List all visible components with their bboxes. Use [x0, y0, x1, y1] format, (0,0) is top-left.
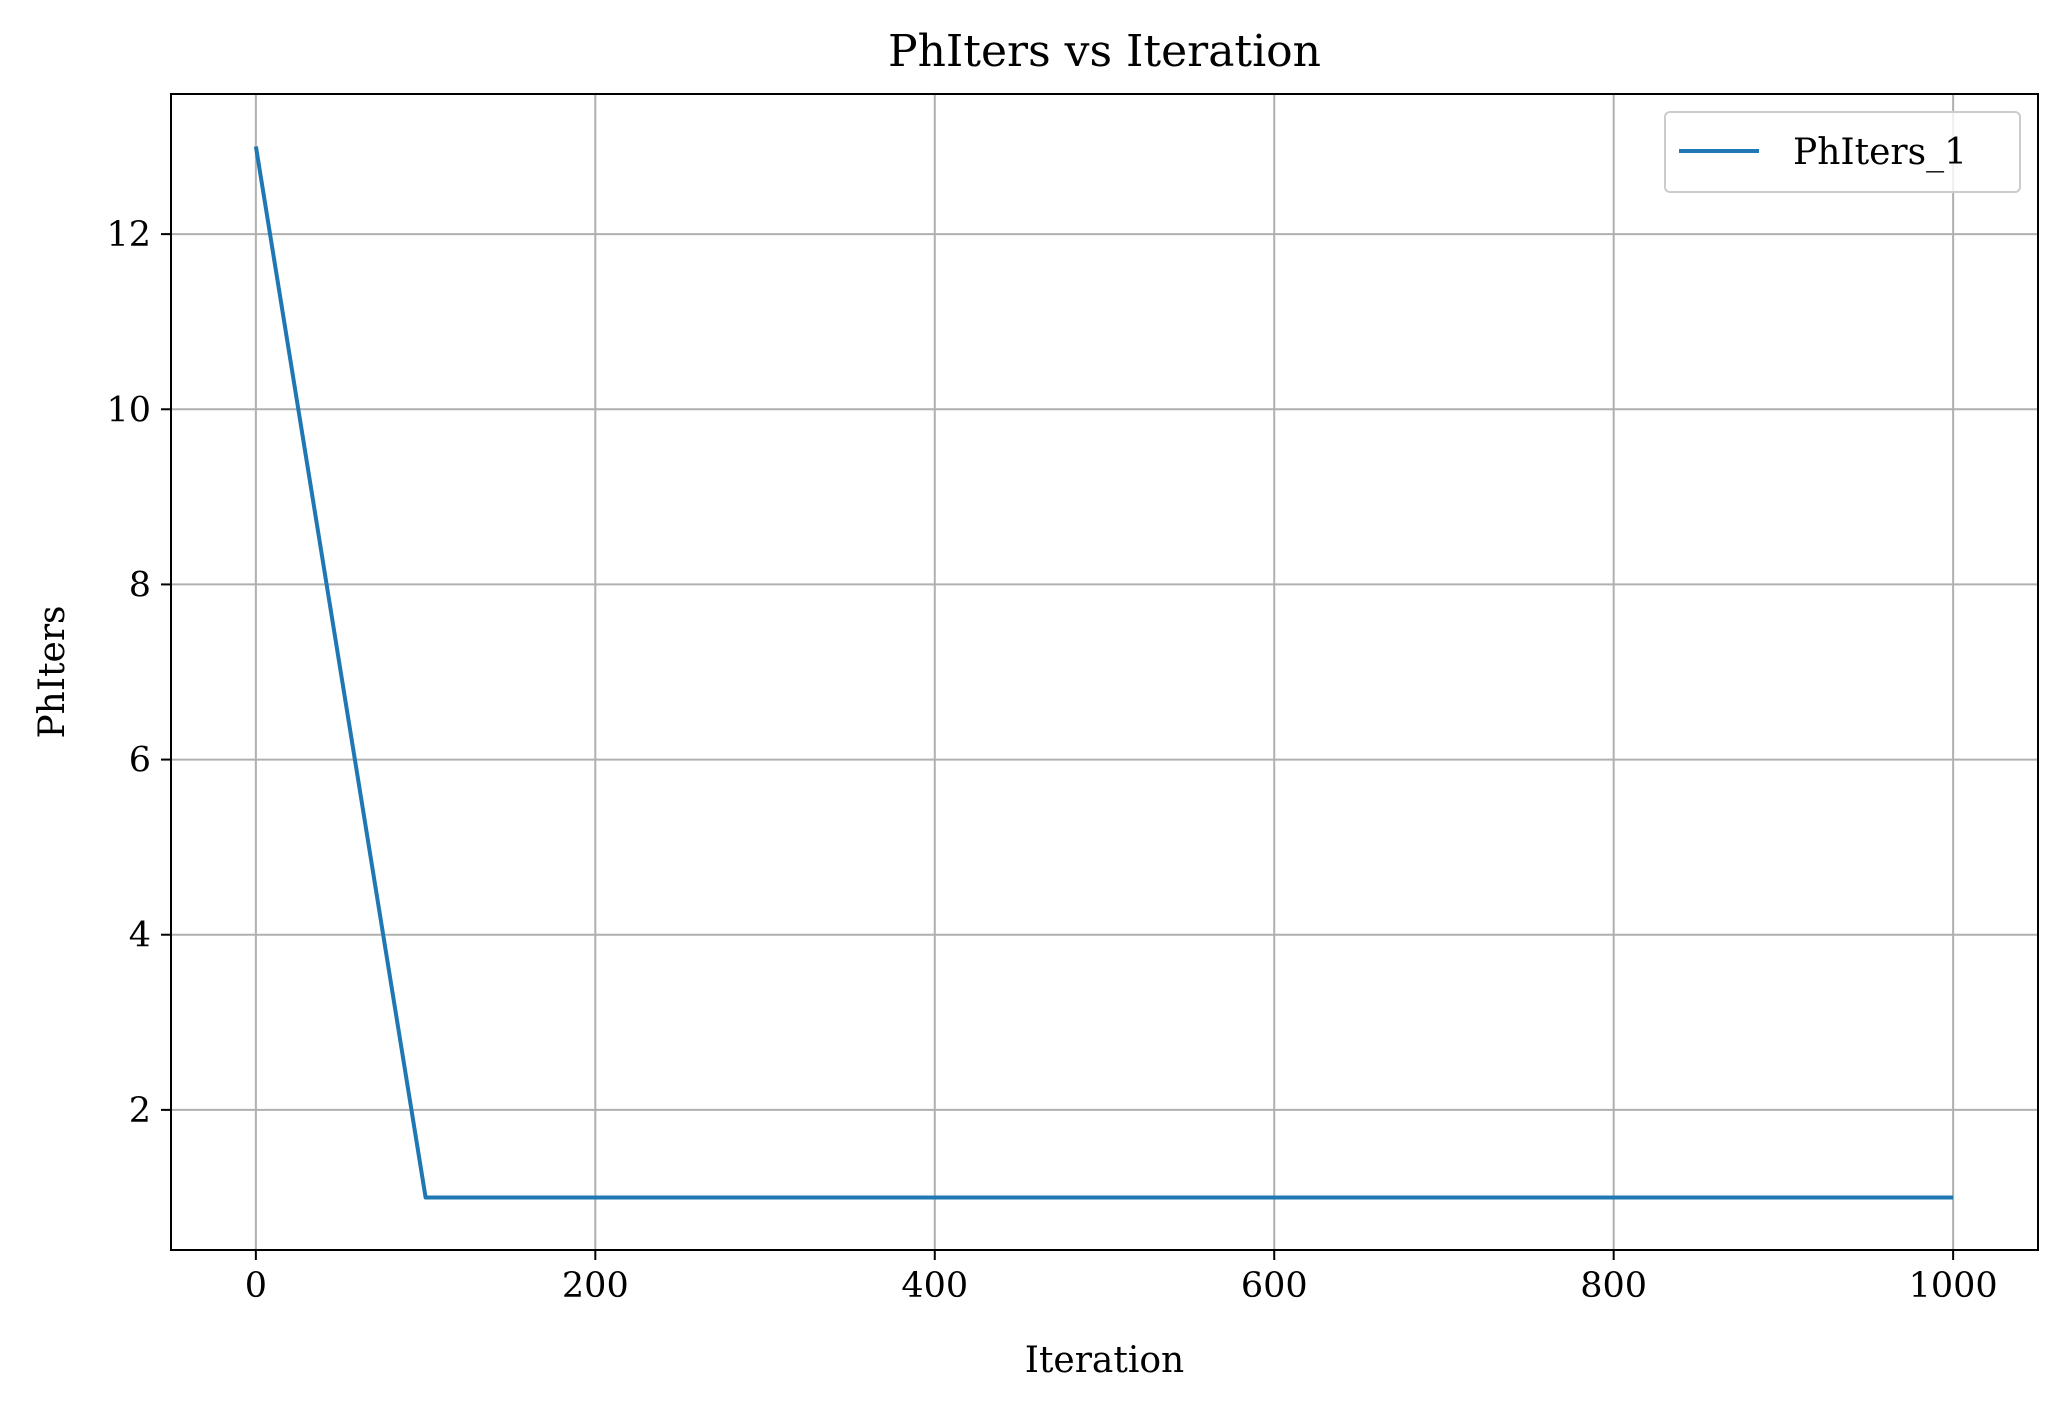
- legend-box: [1664, 111, 2021, 193]
- x-tick-label: 200: [562, 1266, 629, 1306]
- y-tick-label: 8: [129, 565, 151, 605]
- ticks: 0 200 400 600 800 1000 2 4 6 8 10 12: [106, 215, 1997, 1306]
- legend-label: PhIters_1: [1793, 132, 1967, 173]
- chart-title: PhIters vs Iteration: [888, 26, 1321, 77]
- x-tick-label: 0: [245, 1266, 267, 1306]
- y-tick-label: 4: [129, 916, 151, 956]
- series-line: [253, 146, 1954, 1200]
- y-tick-label: 6: [129, 741, 151, 781]
- grid: [171, 94, 2038, 1250]
- y-axis-label: PhIters: [32, 605, 73, 738]
- x-tick-label: 800: [1580, 1266, 1647, 1306]
- series-layer: [253, 146, 1954, 1200]
- y-tick-label: 2: [129, 1091, 151, 1131]
- y-tick-label: 10: [106, 390, 151, 430]
- x-axis-label: Iteration: [1025, 1340, 1185, 1381]
- x-tick-label: 600: [1241, 1266, 1308, 1306]
- x-tick-label: 400: [901, 1266, 968, 1306]
- y-tick-label: 12: [106, 215, 151, 255]
- legend: PhIters_1: [1664, 111, 2021, 193]
- plot-frame: [170, 93, 2039, 1251]
- x-tick-label: 1000: [1909, 1266, 1998, 1306]
